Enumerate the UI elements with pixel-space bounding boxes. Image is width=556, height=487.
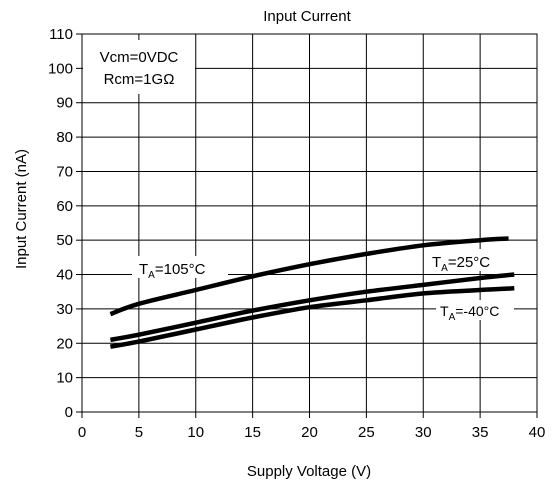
y-tick-label: 50 [56, 232, 73, 249]
y-tick-label: 0 [65, 404, 73, 421]
x-tick-label: 0 [78, 424, 86, 441]
y-axis-label: Input Current (nA) [13, 149, 30, 269]
series-line-minus40c [109, 286, 515, 349]
series-line-105c [109, 236, 509, 317]
y-tick-label: 30 [56, 301, 73, 318]
y-tick-label: 40 [56, 267, 73, 284]
x-axis-label: Supply Voltage (V) [247, 463, 371, 480]
series-line-25c [110, 272, 515, 343]
x-tick-label: 40 [529, 424, 546, 441]
y-tick-label: 90 [56, 95, 73, 112]
series-label-minus40c: TA=-40°C [440, 303, 499, 323]
y-tick-label: 10 [56, 370, 73, 387]
plot-frame [81, 33, 538, 413]
series-label-25c: TA=25°C [432, 254, 490, 274]
y-tick-label: 110 [49, 26, 73, 43]
y-tick-label: 80 [56, 129, 73, 146]
x-tick-label: 5 [135, 424, 143, 441]
label-bg-minus40 [436, 300, 514, 320]
x-tick-label: 25 [358, 424, 375, 441]
label-bg-25 [428, 249, 510, 271]
y-tick-label: 60 [56, 198, 73, 215]
y-tick-label: 70 [56, 163, 73, 180]
x-tick-label: 20 [301, 424, 318, 441]
condition-vcm: Vcm=0VDC [100, 49, 179, 66]
condition-rcm: Rcm=1GΩ [104, 71, 175, 88]
y-tick-labels: 0 10 20 30 40 50 60 70 80 90 100 110 [48, 26, 73, 421]
conditions-box [83, 40, 195, 94]
y-tick-label: 20 [56, 335, 73, 352]
x-tick-label: 10 [187, 424, 204, 441]
series-label-105c: TA=105°C [139, 261, 206, 281]
chart-title: Input Current [263, 8, 351, 25]
y-tick-label: 100 [48, 60, 73, 77]
series-curves [109, 236, 515, 349]
x-tick-labels: 0 5 10 15 20 25 30 35 40 [78, 424, 546, 441]
label-bg-105 [132, 256, 228, 278]
x-tick-label: 30 [415, 424, 432, 441]
x-tick-label: 15 [244, 424, 261, 441]
x-tick-label: 35 [472, 424, 489, 441]
